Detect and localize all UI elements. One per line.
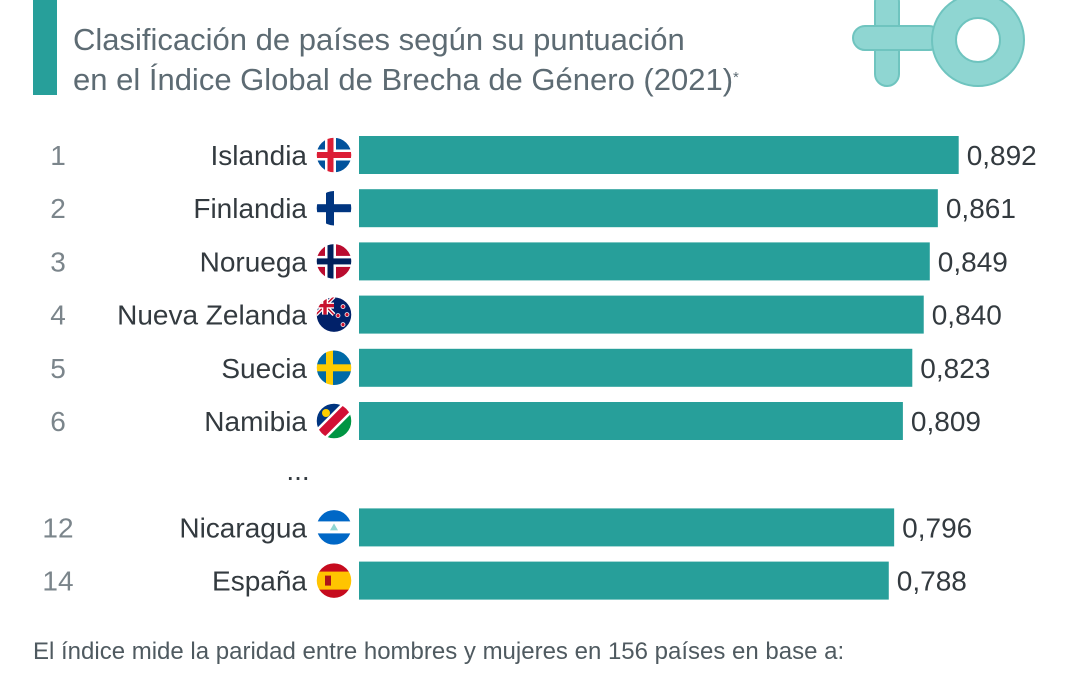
bar xyxy=(359,136,959,174)
rank-label: 12 xyxy=(42,512,73,543)
bar-row: 1 Islandia 0,892 xyxy=(50,136,1037,174)
rank-label: 6 xyxy=(50,406,66,437)
bar xyxy=(359,348,913,387)
bar-row: 4 Nueva Zelanda 0,840 xyxy=(50,295,1002,334)
category-label: Suecia xyxy=(221,353,307,384)
iceland-flag xyxy=(315,136,353,174)
bar-row: 14 España 0,788 xyxy=(42,561,967,600)
value-label: 0,892 xyxy=(967,140,1037,171)
category-label: Nicaragua xyxy=(179,512,307,543)
rank-label: 1 xyxy=(50,140,66,171)
value-label: 0,840 xyxy=(932,300,1002,331)
bar-row: 2 Finlandia 0,861 xyxy=(50,189,1016,228)
title-accent-bar xyxy=(33,0,57,95)
rank-label: 14 xyxy=(42,566,73,597)
rank-label: 4 xyxy=(50,300,66,331)
gender-symbols-icon xyxy=(852,0,1025,87)
category-label: España xyxy=(212,566,307,597)
subtitle-line-2-text: en el Índice Global de Brecha de Género … xyxy=(73,62,734,97)
bar-row: 3 Noruega 0,849 xyxy=(50,242,1008,281)
category-label: Finlandia xyxy=(193,193,307,224)
category-label: Nueva Zelanda xyxy=(117,300,307,331)
spain-flag xyxy=(315,561,353,600)
subtitle-asterisk: * xyxy=(733,69,739,86)
bar xyxy=(359,402,903,440)
norway-flag xyxy=(315,242,353,281)
bar-row: 12 Nicaragua 0,796 xyxy=(42,508,972,547)
bar xyxy=(359,242,930,281)
rank-label: 5 xyxy=(50,353,66,384)
bar-row: 6 Namibia 0,809 xyxy=(50,402,981,440)
subtitle-line-1: Clasificación de países según su puntuac… xyxy=(73,22,685,57)
category-label: Noruega xyxy=(200,246,308,277)
rank-label: 2 xyxy=(50,193,66,224)
value-label: 0,788 xyxy=(897,566,967,597)
nicaragua-flag xyxy=(315,508,353,547)
bar xyxy=(359,561,889,600)
category-label: Islandia xyxy=(210,140,307,171)
value-label: 0,809 xyxy=(911,406,981,437)
subtitle-line-2: en el Índice Global de Brecha de Género … xyxy=(73,60,739,100)
value-label: 0,796 xyxy=(902,512,972,543)
new-zealand-flag xyxy=(315,295,353,334)
finland-flag xyxy=(315,189,353,227)
category-label: Namibia xyxy=(204,406,307,437)
value-label: 0,861 xyxy=(946,193,1016,224)
value-label: 0,849 xyxy=(938,246,1008,277)
bar-chart: 1 Islandia 0,892 2 Finlandia 0,861 3 Noruega 0,8… xyxy=(42,136,1037,600)
gap-ellipsis: ... xyxy=(286,455,309,486)
rank-label: 3 xyxy=(50,246,66,277)
bar xyxy=(359,508,895,547)
sweden-flag xyxy=(315,349,353,387)
bar xyxy=(359,189,938,228)
chart-subtitle: Clasificación de países según su puntuac… xyxy=(73,20,739,100)
namibia-flag xyxy=(315,402,353,440)
footnote: El índice mide la paridad entre hombres … xyxy=(33,638,845,665)
bar-row: 5 Suecia 0,823 xyxy=(50,348,990,387)
value-label: 0,823 xyxy=(920,353,990,384)
bar xyxy=(359,295,924,334)
